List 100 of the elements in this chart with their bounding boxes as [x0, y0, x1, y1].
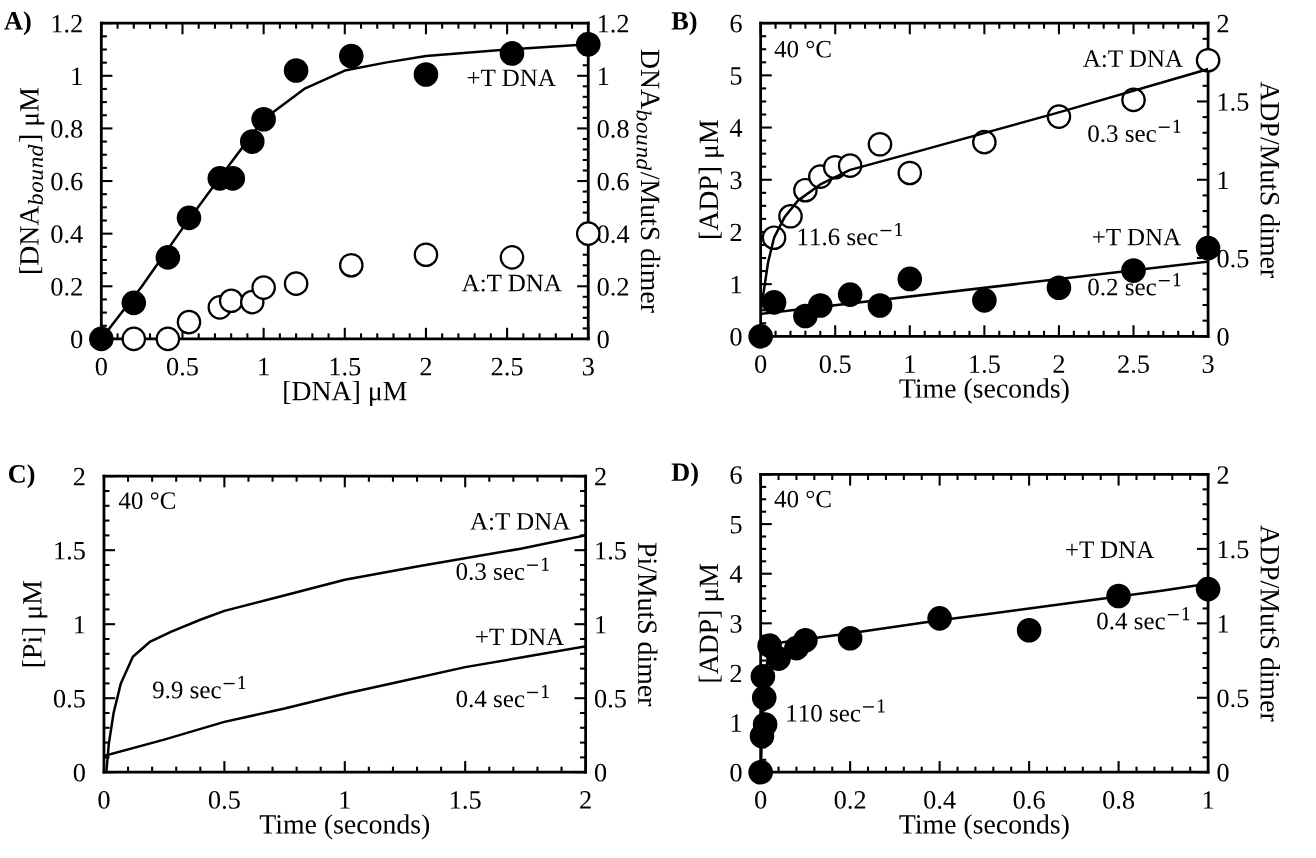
- annotation: +T DNA: [1066, 541, 1155, 558]
- x-tick-label: 1: [1203, 791, 1214, 809]
- y-tick-label: 6: [730, 466, 742, 484]
- annotation: +T DNA: [1093, 228, 1181, 246]
- annotation: 0.2 sec$^{−1}$: [1088, 273, 1181, 296]
- y-tick-label: 2: [730, 223, 742, 242]
- x-tick-label: 0.8: [1103, 791, 1135, 809]
- y2-tick-label: 1.2: [598, 14, 629, 33]
- y2-tick-label: 2: [595, 467, 606, 486]
- y2-tick-label: 1: [598, 67, 609, 85]
- y-tick-label: 4: [729, 119, 743, 137]
- y2-tick-label: 0.5: [1217, 689, 1249, 708]
- chart-title: A): [4, 11, 31, 36]
- x-tick-label: 2: [420, 357, 432, 376]
- x-tick-label: 0: [755, 355, 767, 373]
- y2-axis-title: ADP/MutS dimer: [1260, 525, 1280, 722]
- y-tick-label: 6: [730, 14, 742, 33]
- annotation: 40 °C: [118, 492, 175, 510]
- y2-tick-label: 0.6: [597, 172, 629, 191]
- y-axis-title: [ADP] μM: [698, 120, 724, 238]
- annotation: 40 °C: [774, 40, 831, 58]
- y2-axis-title: Pi/MutS dimer: [637, 542, 658, 707]
- chart-title: B): [671, 11, 697, 36]
- x-tick-label: 1: [340, 791, 350, 809]
- y-tick-label: 1.2: [52, 14, 82, 33]
- annotation: 0.3 sec$^{−1}$: [456, 557, 549, 581]
- x-axis-title: Time (seconds): [899, 378, 1069, 404]
- y-tick-label: 0: [730, 327, 742, 346]
- x-tick-label: 1.5: [970, 355, 1000, 374]
- x-tick-label: 3: [582, 357, 594, 376]
- x-tick-label: 0.6: [1013, 791, 1045, 809]
- annotation: 0.4 sec$^{−1}$: [456, 684, 549, 708]
- y2-tick-label: 1: [1218, 171, 1229, 189]
- y-tick-label: 1: [72, 67, 82, 85]
- x-tick-label: 1.5: [330, 357, 361, 376]
- y2-tick-label: 1: [1218, 615, 1229, 633]
- annotation: 0.4 sec$^{−1}$: [1097, 607, 1190, 630]
- y-tick-label: 1: [731, 275, 742, 294]
- y2-tick-label: 1.5: [596, 541, 626, 560]
- y-tick-label: 3: [730, 615, 742, 633]
- annotation: 110 sec$^{−1}$: [787, 699, 885, 722]
- y-tick-label: 0: [730, 763, 742, 782]
- chart-title: D): [671, 462, 698, 487]
- y-tick-label: 0.4: [51, 225, 83, 244]
- y-axis-title: [DNA$_{bound}$] μM: [19, 88, 45, 273]
- chart-title: C): [8, 464, 35, 489]
- y-axis-title: [Pi] μM: [22, 580, 48, 667]
- x-tick-label: 0.4: [924, 791, 956, 809]
- annotation: +T DNA: [467, 69, 556, 87]
- annotation: 40 °C: [774, 490, 831, 508]
- annotation: +T DNA: [476, 628, 564, 646]
- annotation: A:T DNA: [1083, 50, 1183, 68]
- y-tick-label: 3: [730, 171, 742, 190]
- y-tick-label: 1: [731, 714, 742, 732]
- y-tick-label: 5: [730, 67, 742, 85]
- x-tick-label: 0: [98, 791, 110, 809]
- y2-tick-label: 0.5: [594, 689, 626, 708]
- y2-tick-label: 2: [1217, 466, 1229, 484]
- x-tick-label: 1: [905, 355, 915, 373]
- y-tick-label: 2: [730, 664, 742, 683]
- y-tick-label: 0: [71, 330, 83, 349]
- x-tick-label: 1.5: [451, 791, 481, 809]
- y2-tick-label: 1.5: [1218, 93, 1249, 111]
- x-axis-title: [DNA] μM: [284, 380, 407, 407]
- y-tick-label: 5: [730, 515, 742, 534]
- y2-tick-label: 2: [1217, 14, 1229, 33]
- annotation: 9.9 sec$^{−1}$: [152, 676, 246, 699]
- y2-tick-label: 0.5: [1217, 249, 1249, 268]
- y-tick-label: 0.2: [51, 277, 82, 296]
- x-axis-title: Time (seconds): [259, 814, 430, 840]
- x-tick-label: 2.5: [1118, 355, 1149, 374]
- y-tick-label: 1: [75, 615, 85, 634]
- y2-axis-title: DNA$_{bound}$/MutS dimer: [636, 49, 661, 313]
- x-tick-label: 2.5: [491, 357, 523, 376]
- annotation: 11.6 sec$^{−1}$: [798, 223, 902, 246]
- annotation: A:T DNA: [470, 513, 571, 530]
- y-tick-label: 4: [729, 565, 743, 583]
- x-tick-label: 0: [755, 791, 767, 809]
- y2-tick-label: 0: [1217, 763, 1229, 782]
- x-tick-label: 0.2: [834, 791, 866, 809]
- x-tick-label: 2: [580, 791, 591, 809]
- x-tick-label: 3: [1202, 355, 1214, 373]
- y-tick-label: 0: [73, 763, 85, 782]
- y2-tick-label: 0: [594, 763, 607, 782]
- y2-tick-label: 1.5: [1218, 540, 1249, 559]
- x-tick-label: 1: [259, 357, 269, 376]
- x-tick-label: 0: [95, 357, 107, 376]
- x-tick-label: 2: [1053, 355, 1065, 373]
- y-tick-label: 2: [73, 467, 85, 486]
- y2-tick-label: 0: [597, 330, 609, 349]
- y-axis-title: [ADP] μM: [698, 563, 724, 682]
- x-axis-title: Time (seconds): [899, 814, 1069, 840]
- y2-tick-label: 0: [1217, 327, 1229, 346]
- x-tick-label: 0.5: [167, 357, 198, 376]
- annotation: A:T DNA: [461, 274, 562, 292]
- y2-tick-label: 0.2: [597, 277, 629, 296]
- y2-axis-title: ADP/MutS dimer: [1260, 81, 1280, 278]
- y2-tick-label: 0.8: [597, 120, 629, 138]
- annotation: 0.3 sec$^{−1}$: [1088, 119, 1181, 143]
- y-tick-label: 1.5: [55, 541, 85, 560]
